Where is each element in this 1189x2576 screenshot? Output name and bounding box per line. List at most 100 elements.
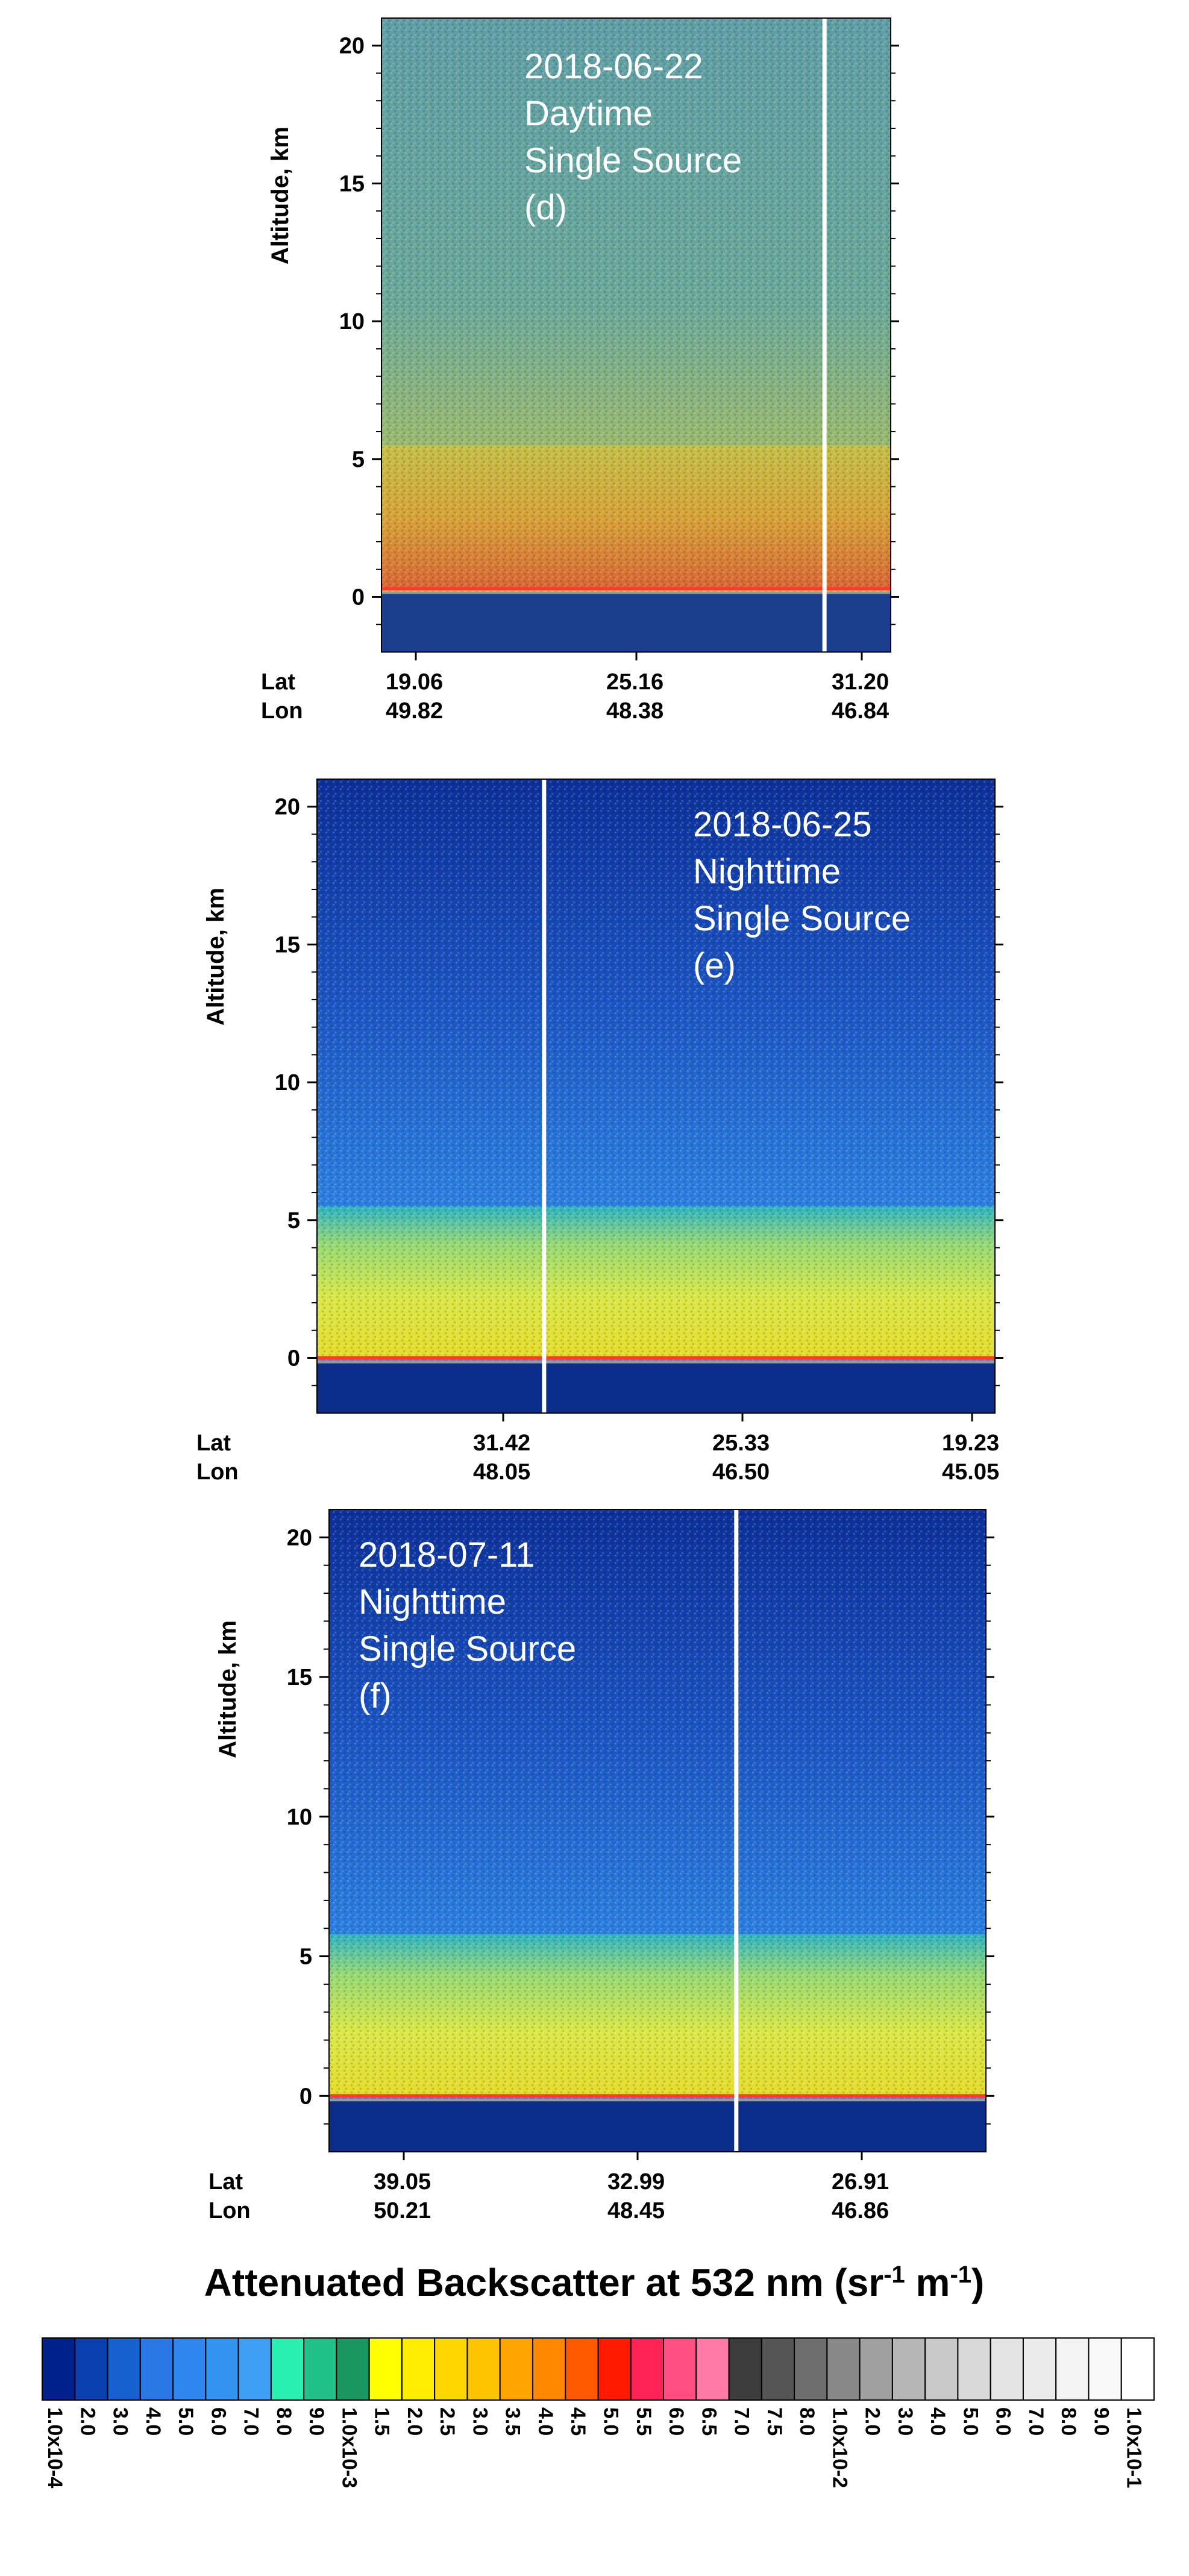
panel-annotation-line: 2018-06-22 [524, 47, 703, 86]
y-tick-label: 15 [339, 171, 365, 196]
colorbar-swatch [826, 2337, 861, 2401]
colorbar-swatch [1088, 2337, 1122, 2401]
panel-annotation-line: Daytime [524, 94, 653, 133]
colorbar-tick-label: 7.5 [763, 2407, 786, 2436]
y-tick-label: 10 [275, 1070, 300, 1095]
colorbar-swatch [270, 2337, 305, 2401]
colorbar-tick-label: 3.0 [109, 2407, 132, 2436]
y-tick-label: 0 [287, 1346, 300, 1371]
signal-noise [317, 779, 995, 1413]
panel-annotation-line: Single Source [359, 1629, 576, 1669]
x-row-label-lon: Lon [209, 2198, 251, 2223]
below-surface [329, 2101, 986, 2152]
colorbar-tick-label: 2.0 [403, 2407, 426, 2436]
panel-2: 0 5 10 15 20 Altitude, km Lat Lon 39.05 50.21 32.9… [209, 1509, 994, 2223]
colorbar-swatch [1055, 2337, 1090, 2401]
x-tick-label-lon: 48.45 [607, 2198, 665, 2223]
y-tick-label: 10 [287, 1805, 312, 1830]
colorbar-title-superscript: -1 [883, 2261, 905, 2288]
x-tick-label-lon: 50.21 [374, 2198, 431, 2223]
plot-frame [316, 779, 996, 1414]
y-tick-label: 5 [300, 1945, 312, 1970]
colorbar-swatch [597, 2337, 632, 2401]
colorbar-tick-label: 6.5 [697, 2407, 720, 2436]
colorbar-title-superscript: -1 [950, 2261, 971, 2288]
y-tick-label: 5 [352, 447, 365, 472]
colorbar-swatch [172, 2337, 207, 2401]
colorbar-swatch [728, 2337, 762, 2401]
colorbar-title-part: ) [971, 2261, 984, 2304]
y-tick-label: 5 [287, 1208, 300, 1233]
x-tick-label-lat: 39.05 [374, 2169, 431, 2195]
colorbar-swatch [303, 2337, 337, 2401]
x-tick-label-lat: 31.20 [832, 669, 889, 695]
colorbar-tick-label: 1.5 [371, 2407, 394, 2436]
panel-0: 0 5 10 15 20 Altitude, km Lat Lon 19.06 49.82 25.1… [261, 17, 899, 724]
colorbar-tick-label: 2.0 [76, 2407, 99, 2436]
colorbar-tick-label: 5.5 [632, 2407, 655, 2436]
x-tick-label-lat: 25.33 [712, 1431, 770, 1456]
x-tick-label-lat: 26.91 [832, 2169, 889, 2195]
panel-annotation-line: (d) [524, 188, 567, 227]
x-tick-label-lon: 49.82 [386, 698, 443, 724]
colorbar-swatch [794, 2337, 828, 2401]
colorbar-tick-label: 3.5 [501, 2407, 524, 2436]
panel-annotation-line: (e) [693, 946, 736, 985]
colorbar-tick-label: 3.0 [468, 2407, 491, 2436]
x-row-label-lat: Lat [196, 1431, 231, 1456]
y-axis-label: Altitude, km [267, 127, 293, 265]
y-tick-label: 0 [352, 585, 365, 610]
colorbar-tick-label: 1.0x10-1 [1123, 2407, 1146, 2488]
colorbar-swatch [1022, 2337, 1057, 2401]
y-tick-label: 20 [287, 1525, 312, 1550]
colorbar-swatch [74, 2337, 108, 2401]
colorbar-swatch [205, 2337, 239, 2401]
y-tick-label: 10 [339, 309, 365, 334]
x-row-label-lon: Lon [196, 1459, 239, 1485]
colorbar-tick-label: 1.0x10-4 [43, 2407, 66, 2488]
colorbar-swatch [434, 2337, 468, 2401]
colorbar-swatch [499, 2337, 533, 2401]
panel-annotation-line: Nighttime [359, 1582, 506, 1622]
x-tick-label-lat: 32.99 [607, 2169, 665, 2195]
colorbar-tick-label: 8.0 [795, 2407, 818, 2436]
x-tick-label-lon: 46.86 [832, 2198, 889, 2223]
colorbar-swatch [957, 2337, 991, 2401]
colorbar: Attenuated Backscatter at 532 nm (sr-1 m… [42, 2261, 1155, 2488]
colorbar-title: Attenuated Backscatter at 532 nm (sr-1 m… [204, 2261, 985, 2304]
colorbar-swatch [859, 2337, 893, 2401]
x-tick-label-lon: 48.38 [606, 698, 664, 724]
y-tick-label: 15 [287, 1665, 312, 1690]
x-tick-label-lat: 19.23 [942, 1431, 999, 1456]
colorbar-swatch [237, 2337, 272, 2401]
colorbar-swatch [466, 2337, 501, 2401]
colorbar-tick-label: 1.0x10-2 [828, 2407, 851, 2488]
x-tick-label-lon: 46.50 [712, 1459, 770, 1485]
colorbar-tick-label: 4.0 [926, 2407, 949, 2436]
colorbar-tick-label: 7.0 [730, 2407, 753, 2436]
colorbar-tick-label: 4.5 [566, 2407, 589, 2436]
colorbar-tick-label: 5.0 [600, 2407, 623, 2436]
colorbar-swatch [630, 2337, 665, 2401]
y-tick-label: 0 [300, 2084, 312, 2109]
colorbar-swatch [695, 2337, 730, 2401]
colorbar-tick-label: 2.5 [436, 2407, 459, 2436]
colorbar-tick-label: 3.0 [894, 2407, 917, 2436]
y-tick-label: 20 [339, 34, 365, 59]
colorbar-tick-label: 8.0 [272, 2407, 295, 2436]
plot-frame [328, 1509, 987, 2152]
colorbar-swatch [401, 2337, 436, 2401]
colorbar-swatch [891, 2337, 926, 2401]
colorbar-title-part: Attenuated Backscatter at 532 nm (sr [204, 2261, 884, 2304]
colorbar-tick-label: 9.0 [1090, 2407, 1112, 2436]
panel-annotation-line: 2018-07-11 [359, 1535, 535, 1575]
colorbar-swatch [663, 2337, 697, 2401]
colorbar-title-part: m [905, 2261, 950, 2304]
below-surface [381, 593, 891, 652]
signal-noise [381, 18, 891, 652]
y-axis-label: Altitude, km [215, 1620, 241, 1758]
x-tick-label-lon: 46.84 [832, 698, 889, 724]
colorbar-tick-label: 7.0 [1024, 2407, 1047, 2436]
x-tick-label-lon: 45.05 [942, 1459, 999, 1485]
